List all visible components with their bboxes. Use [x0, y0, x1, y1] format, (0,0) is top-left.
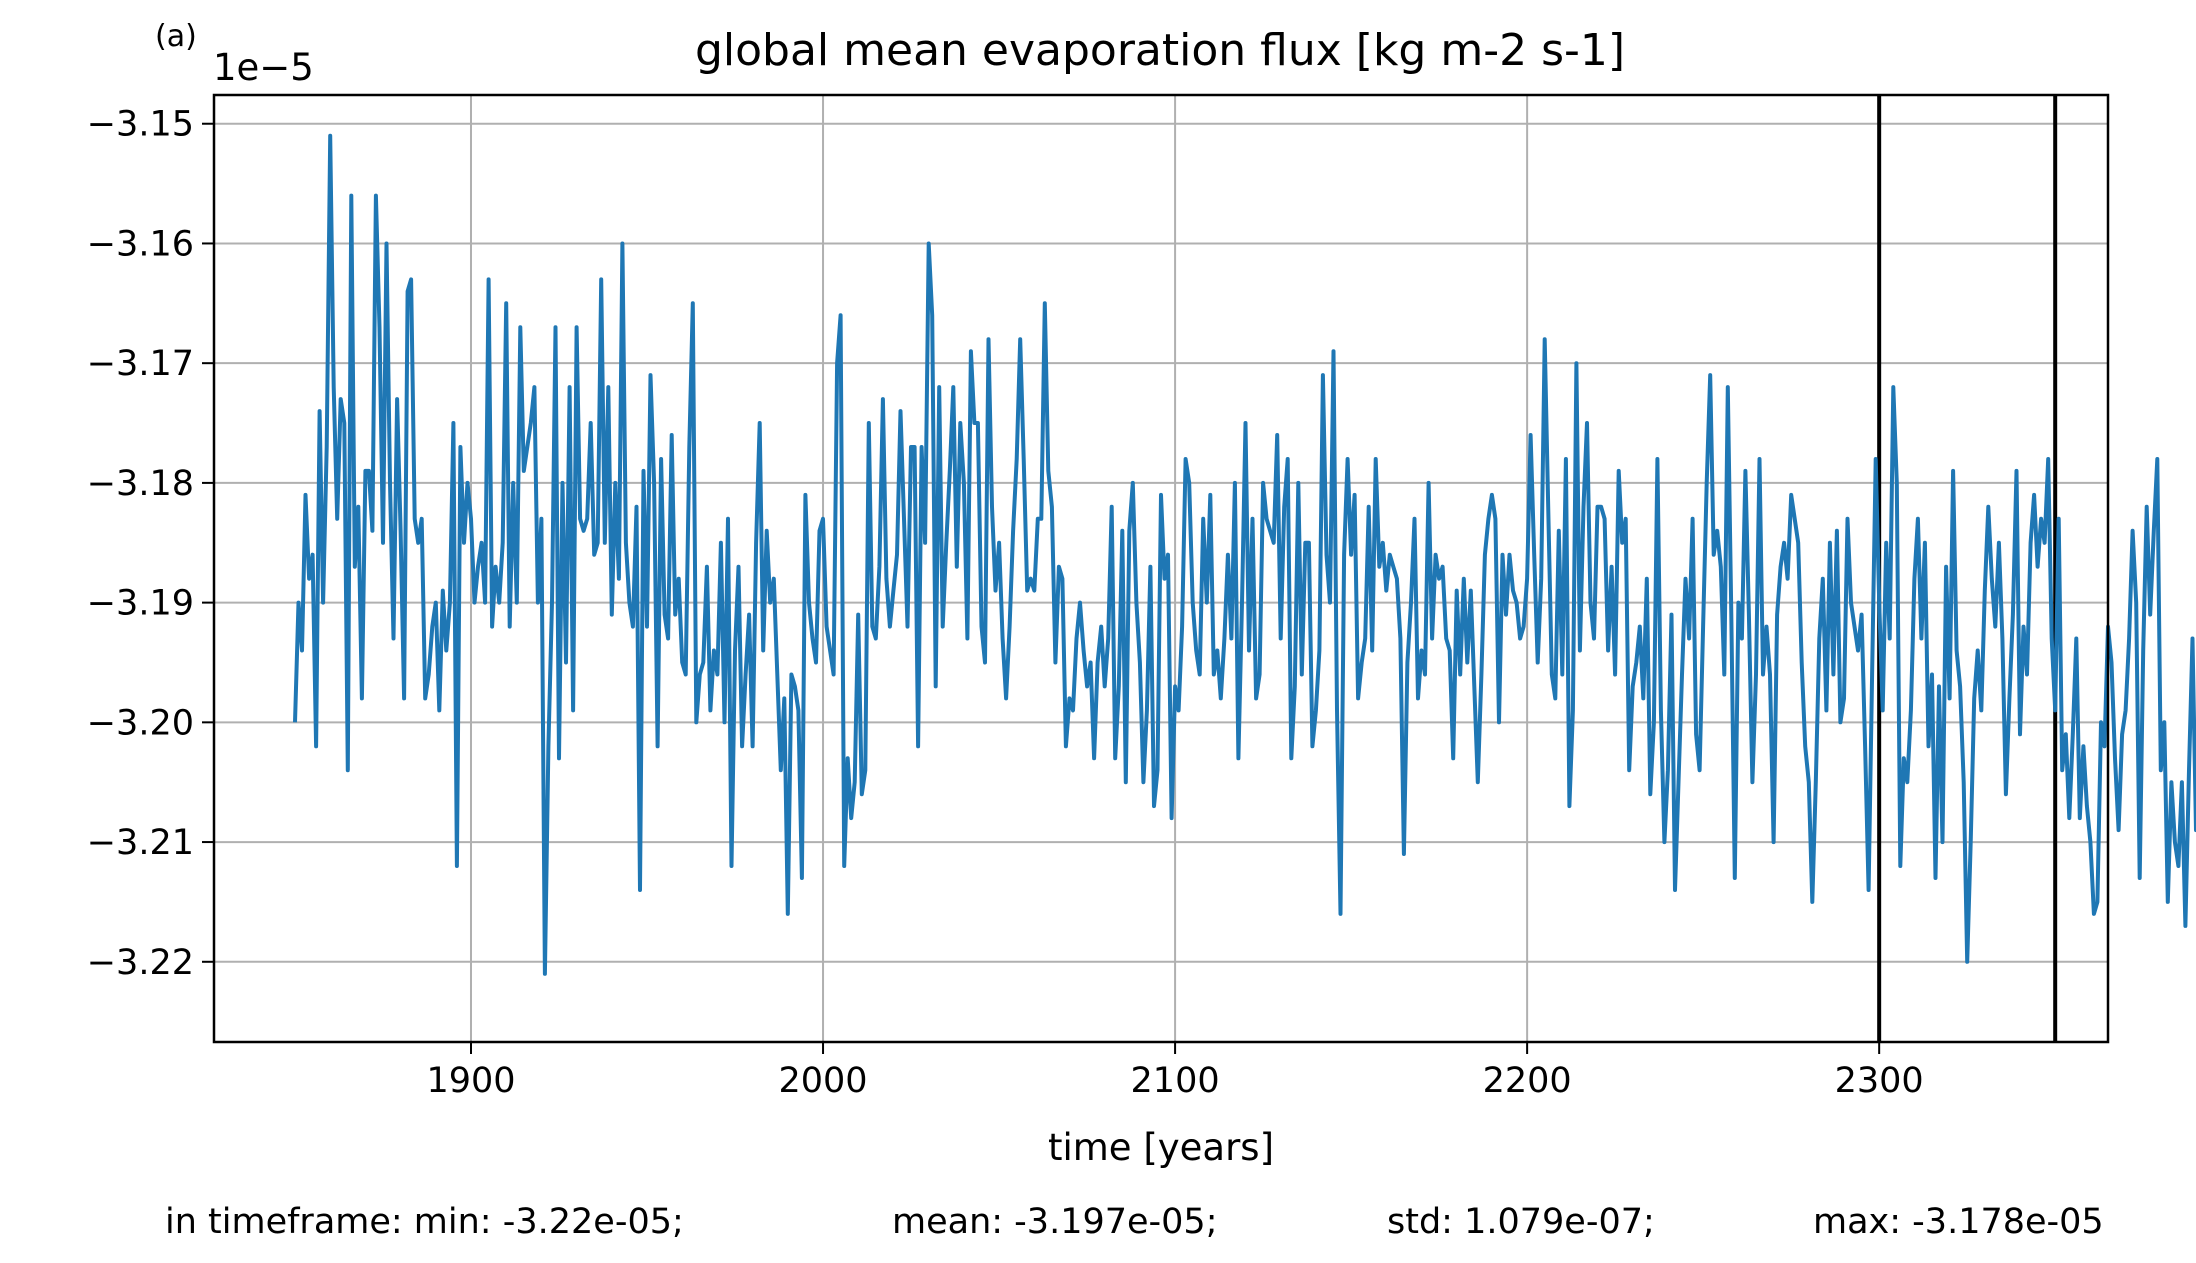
- stat-max: max: -3.178e-05: [1813, 1202, 2104, 1242]
- x-tick-label: 1900: [426, 1061, 515, 1101]
- y-tick-label: −3.18: [87, 464, 194, 504]
- y-tick-label: −3.16: [87, 224, 194, 264]
- series-line: [293, 133, 2196, 976]
- x-tick-label: 2100: [1131, 1061, 1220, 1101]
- stat-std: std: 1.079e-07;: [1387, 1202, 1655, 1242]
- y-tick-label: −3.15: [87, 105, 194, 145]
- y-tick-label: −3.22: [87, 943, 194, 983]
- y-axis-ticks: −3.15 −3.16 −3.17 −3.18 −3.19 −3.20 −3.21 −3.22: [87, 105, 214, 983]
- stat-min: in timeframe: min: -3.22e-05;: [165, 1202, 684, 1242]
- y-tick-label: −3.21: [87, 823, 194, 863]
- x-axis-label: time [years]: [1048, 1126, 1274, 1169]
- y-tick-label: −3.19: [87, 584, 194, 624]
- x-axis-ticks: 1900 2000 2100 2200 2300: [426, 1042, 1924, 1101]
- panel-label: (a): [155, 19, 197, 54]
- x-tick-label: 2200: [1483, 1061, 1572, 1101]
- y-tick-label: −3.20: [87, 703, 194, 743]
- x-tick-label: 2000: [778, 1061, 867, 1101]
- series-group: [293, 133, 2196, 976]
- x-tick-label: 2300: [1835, 1061, 1924, 1101]
- plot-frame: [212, 93, 2110, 1044]
- y-tick-label: −3.17: [87, 344, 194, 384]
- chart-title: global mean evaporation flux [kg m-2 s-1…: [695, 25, 1625, 76]
- axis-offset-label: 1e−5: [213, 46, 314, 89]
- stat-mean: mean: -3.197e-05;: [892, 1202, 1218, 1242]
